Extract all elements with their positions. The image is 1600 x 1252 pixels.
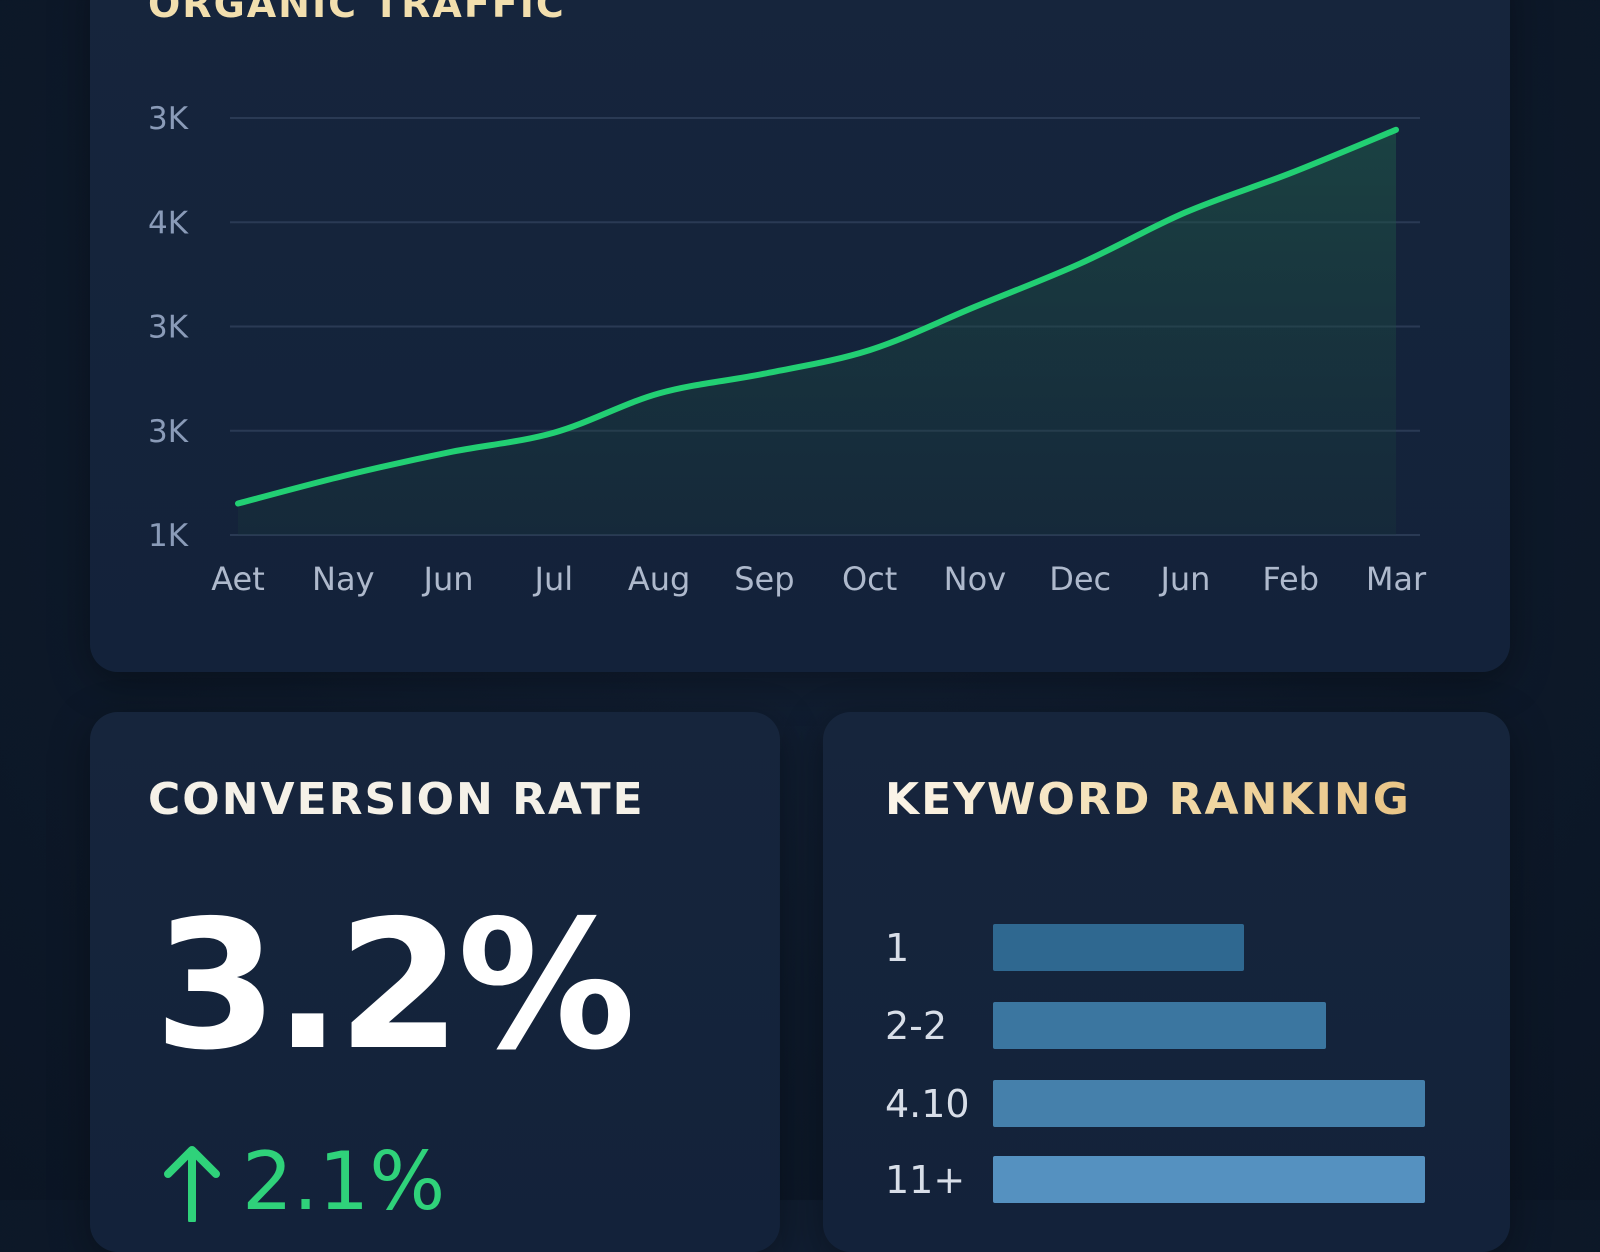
ranking-bar	[993, 924, 1244, 971]
x-tick-label: Aet	[211, 560, 265, 598]
keyword-ranking-row: 11+	[885, 1156, 1465, 1204]
x-tick-label: Mar	[1366, 560, 1427, 598]
x-tick-label: Jun	[422, 560, 474, 598]
traffic-series-line	[235, 126, 1399, 507]
conversion-rate-card: CONVERSION RATE 3.2% 2.1%	[90, 712, 780, 1252]
arrow-up-icon	[160, 1142, 224, 1222]
ranking-bucket-label: 2-2	[885, 1004, 948, 1048]
y-tick-label: 1K	[148, 518, 189, 554]
organic-traffic-chart: 3K 4K 3K 3K 1K Aet Nay Jun Jul Aug Sep Oct Nov Dec Ju…	[148, 101, 1427, 598]
conversion-rate-value: 3.2%	[154, 882, 636, 1089]
keyword-ranking-row: 4.10	[885, 1080, 1465, 1128]
conversion-change-value: 2.1%	[242, 1135, 446, 1228]
y-tick-label: 4K	[148, 205, 189, 241]
x-tick-label: Jun	[1158, 560, 1210, 598]
x-tick-label: Jul	[533, 560, 574, 598]
ranking-bucket-label: 4.10	[885, 1082, 970, 1126]
keyword-ranking-title: KEYWORD RANKING	[885, 774, 1411, 825]
traffic-area-fill	[238, 129, 1396, 535]
x-tick-label: Oct	[842, 560, 897, 598]
conversion-rate-change: 2.1%	[160, 1142, 445, 1222]
x-tick-label: Sep	[734, 560, 794, 598]
ranking-bar	[993, 1156, 1425, 1203]
conversion-rate-title: CONVERSION RATE	[148, 774, 645, 825]
keyword-ranking-card: KEYWORD RANKING 1 2-2 4.10 11+	[823, 712, 1510, 1252]
y-tick-label: 3K	[148, 101, 189, 137]
x-tick-label: Dec	[1049, 560, 1111, 598]
ranking-bar	[993, 1080, 1425, 1127]
x-tick-label: Feb	[1262, 560, 1319, 598]
y-tick-label: 3K	[148, 414, 189, 450]
keyword-ranking-row: 1	[885, 924, 1465, 972]
organic-traffic-title: ORGANIC TRAFFIC	[148, 0, 566, 26]
organic-traffic-card: ORGANIC TRAFFIC 3K 4K 3K 3K 1K Aet Nay Jun Jul A…	[90, 0, 1510, 672]
keyword-ranking-row: 2-2	[885, 1002, 1465, 1050]
x-tick-label: Nov	[944, 560, 1006, 598]
ranking-bucket-label: 1	[885, 926, 910, 970]
ranking-bucket-label: 11+	[885, 1158, 966, 1202]
ranking-bar	[993, 1002, 1326, 1049]
x-tick-label: Aug	[628, 560, 690, 598]
x-tick-label: Nay	[312, 560, 374, 598]
y-tick-label: 3K	[148, 310, 189, 346]
